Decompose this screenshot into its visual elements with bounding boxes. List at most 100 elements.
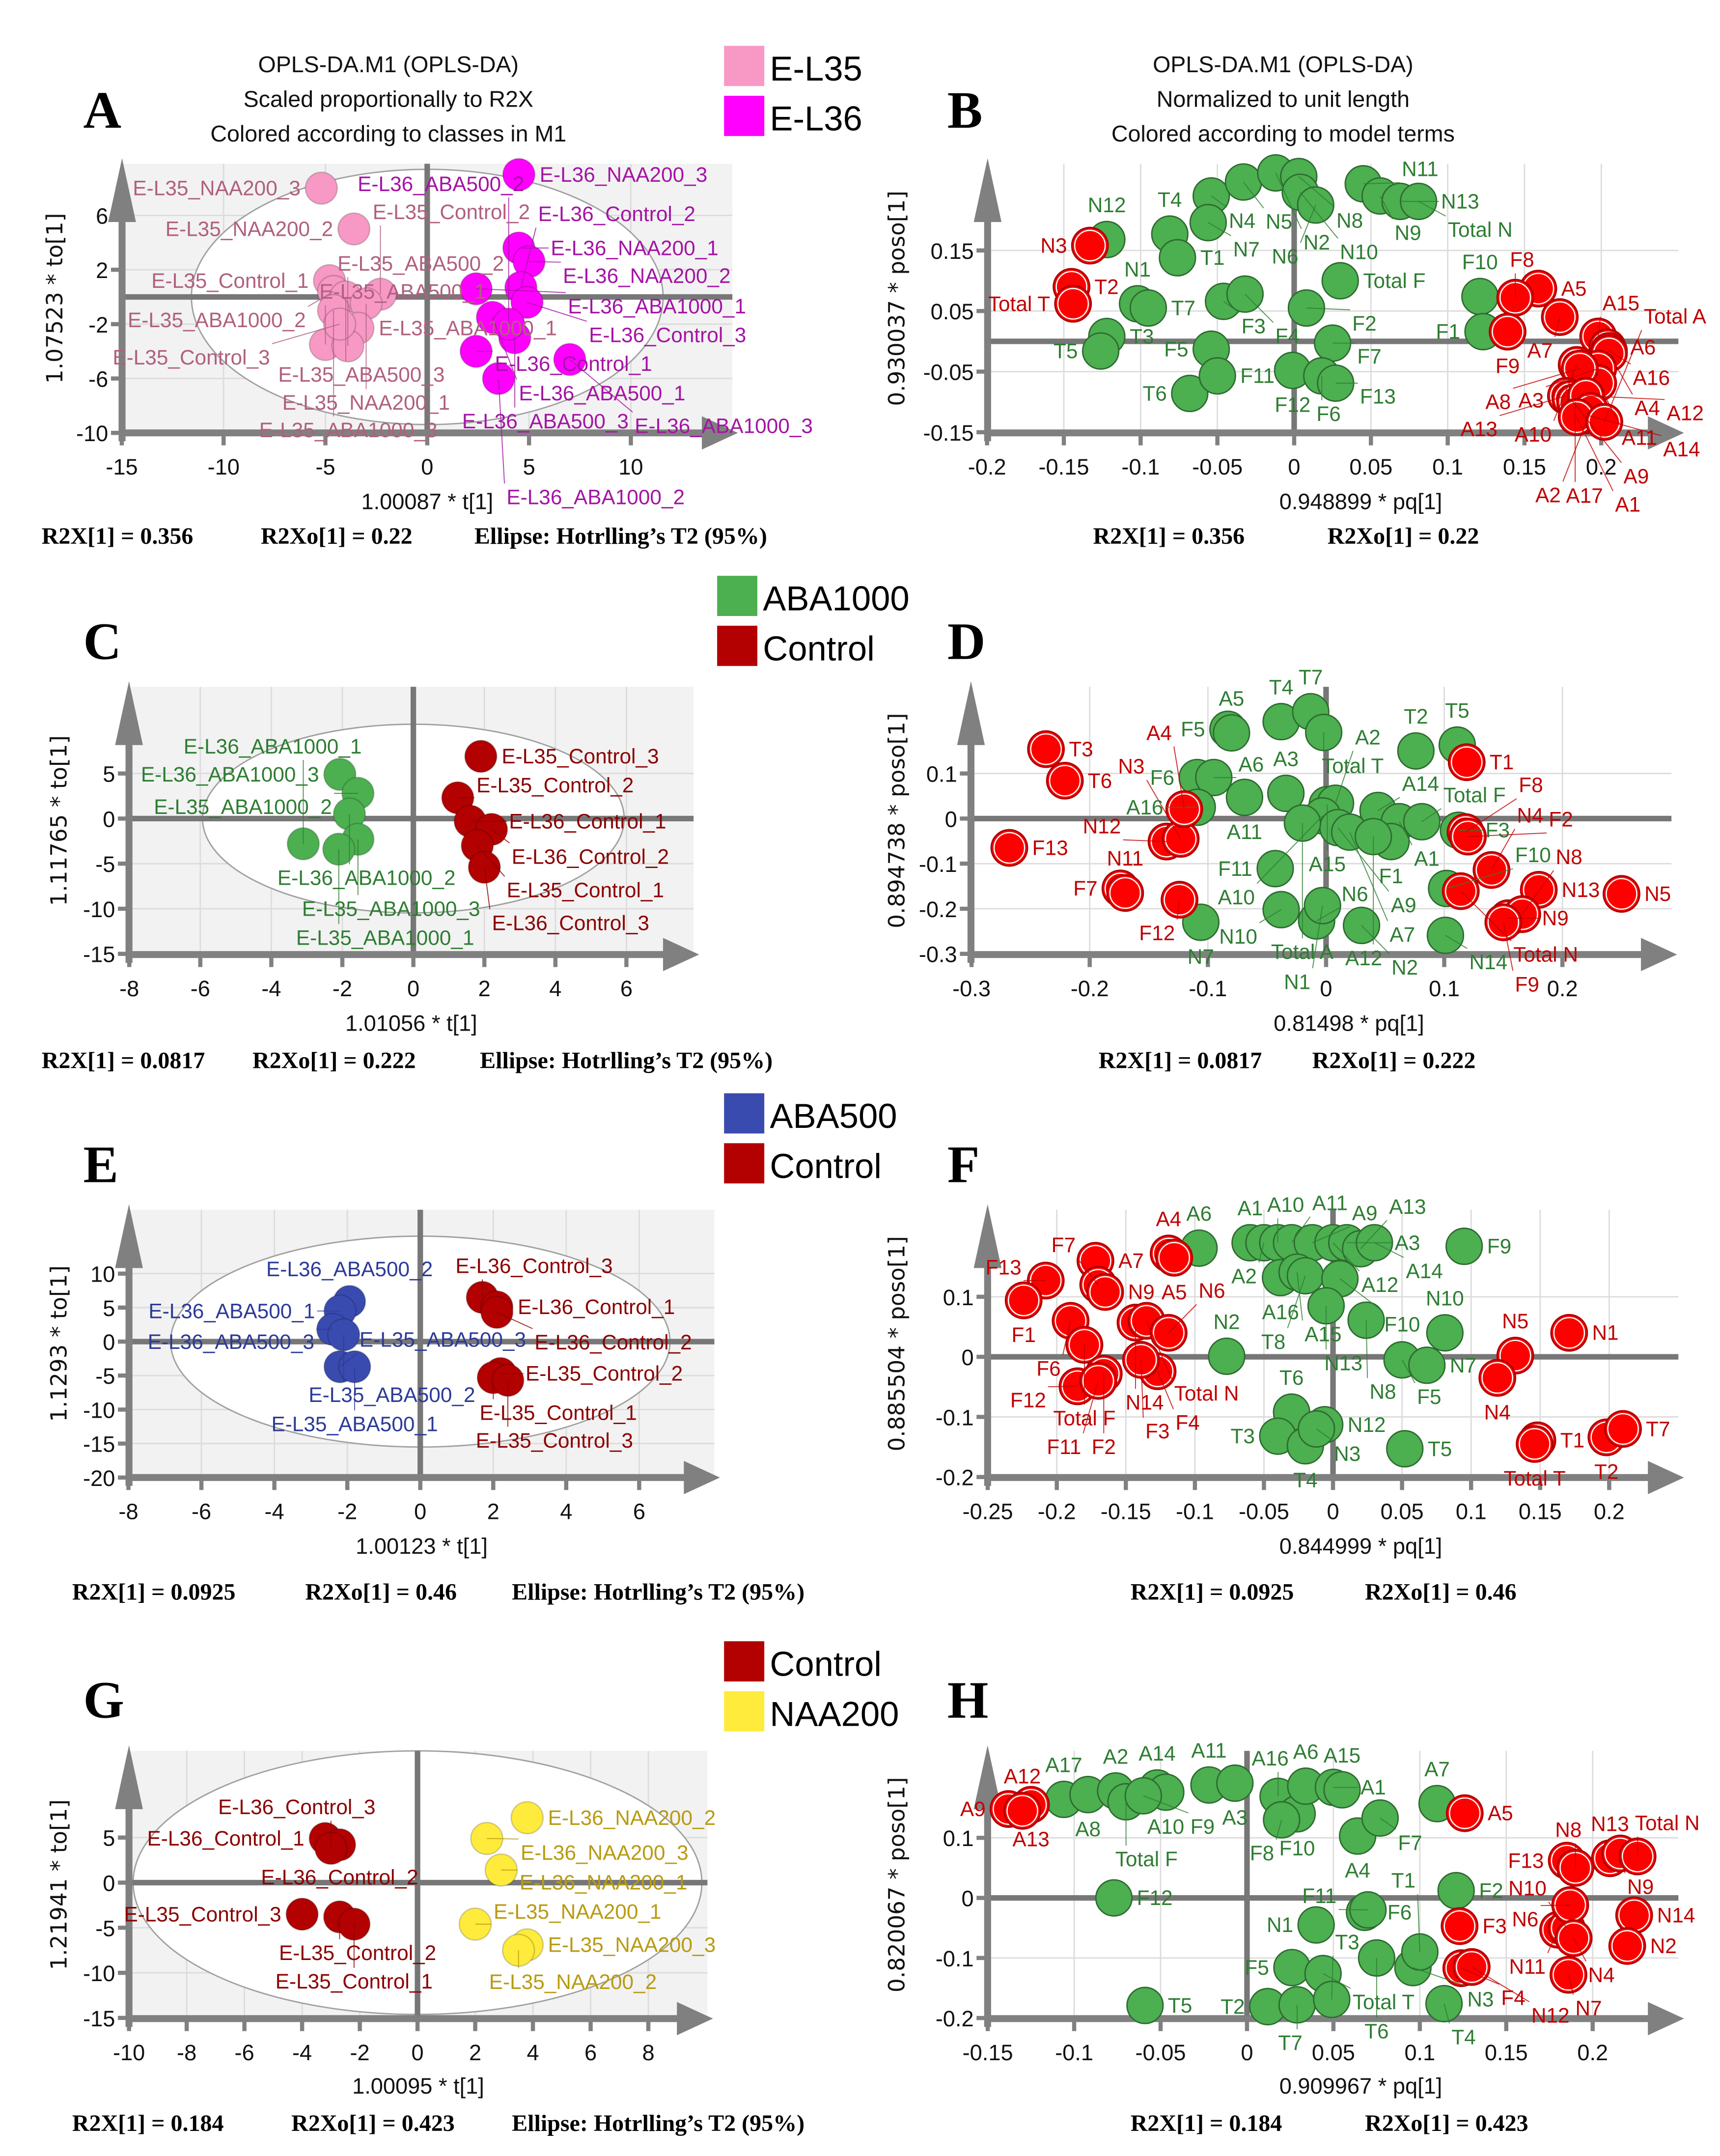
x-tick-label: 0.15: [1519, 1499, 1562, 1524]
x-tick-label: -0.25: [963, 1499, 1013, 1524]
point-label: N4: [1229, 209, 1255, 232]
x-axis-arrow-icon: [1648, 416, 1684, 450]
label-leader-line: [1598, 383, 1620, 424]
data-point: [1046, 761, 1084, 800]
point-label: F8: [1510, 248, 1534, 271]
label-leader-line: [1312, 1226, 1350, 1243]
point-label: E-L35_Control_2: [526, 1362, 683, 1385]
point-marker-ring: [1164, 884, 1195, 916]
model-stat: R2X[1] = 0.0817: [1099, 1048, 1262, 1074]
point-label: Total N: [1635, 1812, 1700, 1835]
y-tick-label: -20: [83, 1466, 115, 1491]
point-marker: [323, 307, 357, 341]
label-leaders: [316, 1279, 533, 1427]
point-label: T1: [1560, 1429, 1584, 1452]
label-leader-line: [1546, 368, 1599, 388]
y-tick-label: 0: [103, 1871, 115, 1896]
y-axis-arrow-icon: [115, 1745, 143, 1809]
point-label: A15: [1603, 291, 1639, 314]
label-leader-line: [1446, 868, 1513, 889]
point-label: A6: [1239, 753, 1264, 776]
label-leader-line: [492, 317, 517, 380]
point-label: E-L35_Control_1: [479, 1401, 637, 1425]
point-marker: [1489, 312, 1526, 351]
point-marker-ring: [1448, 1797, 1481, 1829]
model-stat: R2Xo[1] = 0.22: [261, 523, 413, 549]
data-point: [1441, 1907, 1479, 1945]
label-leader-line: [1568, 1974, 1574, 1995]
point-label: A5: [1219, 687, 1245, 710]
point-marker: [1321, 262, 1359, 300]
point-label: N1: [1124, 258, 1151, 281]
y-tick-label: 0: [103, 807, 115, 832]
point-label: A16: [1262, 1300, 1299, 1323]
point-label: N6: [1198, 1279, 1225, 1302]
point-label: A1: [1615, 493, 1640, 516]
point-label: N9: [1627, 1876, 1654, 1899]
data-point: [1297, 1906, 1335, 1944]
point-marker: [337, 212, 371, 246]
point-label: F5: [1245, 1956, 1269, 1979]
point-label: T7: [1646, 1417, 1670, 1440]
model-stat: Ellipse: Hotrlling’s T2 (95%): [512, 1579, 805, 1605]
point-label: T6: [1279, 1366, 1304, 1389]
label-leader-line: [1374, 1242, 1404, 1258]
data-point: [1225, 779, 1264, 816]
y-tick-label: -0.1: [936, 1946, 974, 1971]
point-label: F6: [1036, 1357, 1060, 1380]
model-stat: R2X[1] = 0.184: [1131, 2110, 1282, 2136]
x-axis-arrow-icon: [684, 1460, 720, 1494]
label-leader-line: [1491, 829, 1516, 870]
y-tick-label: -15: [83, 2006, 115, 2031]
point-label: E-L36_Control_3: [218, 1795, 375, 1819]
data-point: [510, 1801, 544, 1835]
label-leaders: [1125, 1772, 1638, 2029]
data-point: [1189, 203, 1227, 242]
point-label: F4: [1276, 325, 1300, 348]
y-axis-arrow-icon: [115, 681, 143, 745]
data-point: [1216, 1764, 1254, 1802]
data-point: [1171, 374, 1209, 413]
x-axis-arrow-icon: [1641, 938, 1677, 972]
point-label: E-L36_Control_3: [589, 323, 746, 346]
x-tick-label: 0: [1241, 2040, 1253, 2065]
point-label: E-L35_ABA500_1: [319, 280, 486, 303]
legend-label: Control: [763, 629, 875, 668]
y-tick-label: 0.1: [926, 762, 957, 787]
point-label: A14: [1406, 1260, 1443, 1283]
model-stat: R2X[1] = 0.0925: [1131, 1579, 1294, 1605]
point-marker-ring: [1606, 878, 1637, 910]
point-label: Total F: [1053, 1406, 1115, 1429]
data-point: [502, 158, 536, 192]
model-stat: Ellipse: Hotrlling’s T2 (95%): [480, 1048, 773, 1074]
point-label: F3: [1485, 819, 1509, 842]
x-tick-label: 0.05: [1349, 454, 1392, 479]
point-label: N9: [1542, 907, 1569, 930]
point-marker: [285, 1897, 319, 1931]
legend-label: Control: [770, 1147, 882, 1185]
point-marker-ring: [1057, 288, 1089, 320]
point-label: F3: [1145, 1420, 1169, 1443]
label-leader-line: [1062, 1320, 1071, 1355]
point-label: F1: [1011, 1323, 1035, 1346]
panel-d: D -0.3 -0.2 -0.1 0 0.1 0.2 0.1 0 -0.1 -0.2 -0.3 0.81…: [884, 613, 1677, 1074]
point-label: E-L36_Control_2: [261, 1866, 418, 1889]
point-label: A14: [1663, 438, 1700, 461]
point-label: F10: [1515, 843, 1551, 867]
point-label: A16: [1126, 796, 1163, 819]
point-marker: [464, 739, 498, 773]
point-marker: [1159, 239, 1196, 277]
data-point: [1004, 1281, 1043, 1319]
data-point: [1516, 1425, 1554, 1463]
y-tick-label: -15: [83, 942, 115, 967]
data-point: [305, 171, 338, 205]
label-leader-line: [1331, 1956, 1334, 2000]
data-point: [1323, 1771, 1361, 1809]
model-stat: R2X[1] = 0.356: [42, 523, 194, 549]
point-marker: [1445, 1794, 1484, 1832]
label-leader-line: [497, 1312, 533, 1329]
data-point: [1608, 1927, 1646, 1965]
point-label: F10: [1462, 251, 1498, 274]
x-tick-label: 0.1: [1456, 1499, 1487, 1524]
